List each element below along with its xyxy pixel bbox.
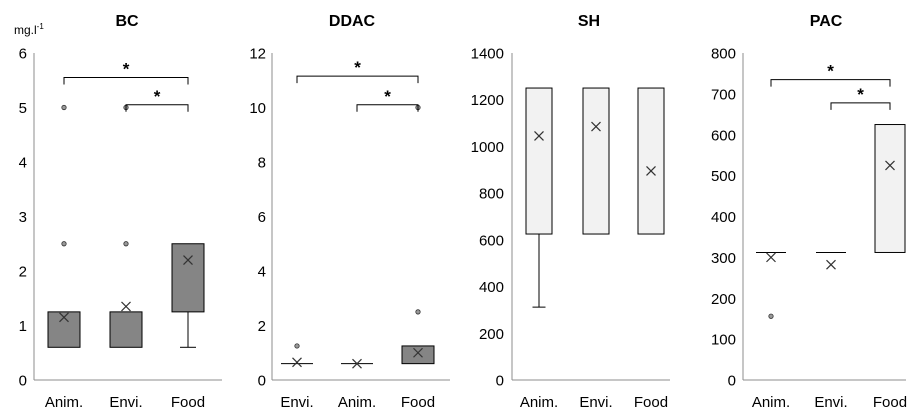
chart-title: BC [115, 13, 139, 30]
mean-marker [352, 358, 362, 369]
mean-marker [826, 259, 836, 270]
box [582, 87, 610, 235]
x-tick-label: Envi. [579, 394, 612, 410]
significance-bracket [830, 102, 891, 110]
y-tick-label: 600 [711, 127, 736, 144]
chart-title: PAC [810, 13, 843, 30]
y-tick-label: 0 [496, 373, 504, 390]
y-tick-label: 1 [19, 318, 27, 335]
x-tick-label: Envi. [814, 394, 847, 410]
y-tick-label: 500 [711, 168, 736, 185]
box [525, 87, 553, 235]
y-tick-label: 300 [711, 250, 736, 267]
x-tick-label: Envi. [280, 394, 313, 410]
y-tick-label: 800 [479, 186, 504, 203]
y-tick-label: 6 [258, 209, 266, 226]
significance-star: * [123, 60, 130, 79]
y-tick-label: 400 [479, 279, 504, 296]
unit-text: mg.l [14, 23, 37, 37]
box [401, 345, 435, 365]
x-tick-label: Anim. [338, 394, 376, 410]
significance-bracket [63, 77, 189, 85]
significance-star: * [857, 85, 864, 104]
y-tick-label: 0 [19, 373, 27, 390]
y-tick-label: 600 [479, 232, 504, 249]
significance-bracket [125, 104, 189, 112]
y-tick-label: 1400 [471, 46, 504, 63]
box [171, 243, 205, 313]
mean-marker [646, 166, 656, 176]
y-tick-label: 200 [479, 326, 504, 343]
significance-star: * [154, 87, 161, 106]
y-unit-label: mg.l-1 [14, 22, 44, 37]
significance-bracket [356, 104, 419, 112]
mean-marker [534, 130, 544, 141]
outlier-point [768, 313, 774, 319]
y-tick-label: 800 [711, 46, 736, 63]
x-tick-label: Anim. [752, 394, 790, 410]
significance-star: * [354, 58, 361, 77]
unit-exponent: -1 [37, 22, 45, 31]
y-tick-label: 400 [711, 209, 736, 226]
chart-title: SH [578, 13, 600, 30]
panel-pac: PAC 0 100 200 300 400 500 600 700 800 Anim. Envi. Fo… [711, 13, 907, 411]
y-tick-label: 6 [19, 46, 27, 63]
outlier-point [123, 241, 129, 247]
y-tick-label: 200 [711, 291, 736, 308]
outlier-point [294, 343, 300, 349]
box [109, 311, 143, 348]
mean-marker [183, 255, 193, 266]
mean-marker [885, 160, 895, 171]
outlier-point [61, 104, 67, 111]
y-tick-label: 0 [728, 373, 736, 390]
outlier-point [61, 241, 67, 247]
x-tick-label: Anim. [45, 394, 83, 410]
y-tick-label: 2 [19, 264, 27, 281]
y-tick-label: 2 [258, 318, 266, 335]
x-tick-label: Anim. [520, 394, 558, 410]
y-tick-label: 4 [258, 264, 266, 281]
y-tick-label: 0 [258, 373, 266, 390]
y-tick-label: 3 [19, 209, 27, 226]
significance-bracket [296, 75, 419, 84]
y-tick-label: 700 [711, 86, 736, 103]
x-tick-label: Food [401, 394, 435, 410]
panel-sh: SH 0 200 400 600 800 1000 1200 1400 Anim. Envi. Foo… [471, 13, 670, 411]
y-tick-label: 100 [711, 332, 736, 349]
mean-marker [591, 121, 601, 132]
significance-star: * [384, 87, 391, 106]
mean-marker [766, 252, 776, 263]
outlier-point [415, 309, 421, 315]
significance-star: * [827, 62, 834, 81]
y-tick-label: 1200 [471, 92, 504, 109]
box [874, 124, 906, 253]
y-tick-label: 12 [249, 46, 266, 63]
mean-marker [59, 312, 69, 323]
box [637, 87, 665, 235]
mean-marker [413, 347, 423, 358]
x-tick-label: Food [634, 394, 668, 410]
y-tick-label: 1000 [471, 139, 504, 156]
panel-ddac: DDAC 0 2 4 6 8 10 12 Envi. Anim. Food * * [249, 13, 450, 411]
significance-bracket [770, 79, 891, 87]
x-tick-label: Food [873, 394, 907, 410]
x-tick-label: Envi. [109, 394, 142, 410]
x-tick-label: Food [171, 394, 205, 410]
y-tick-label: 5 [19, 100, 27, 117]
y-tick-label: 4 [19, 155, 27, 172]
chart-title: DDAC [329, 13, 376, 30]
panel-bc: BC 0 1 2 3 4 5 6 Anim. Envi. Food * * [19, 13, 222, 411]
y-tick-label: 8 [258, 155, 266, 172]
y-tick-label: 10 [249, 100, 266, 117]
mean-marker [121, 301, 131, 312]
mean-marker [292, 357, 302, 368]
